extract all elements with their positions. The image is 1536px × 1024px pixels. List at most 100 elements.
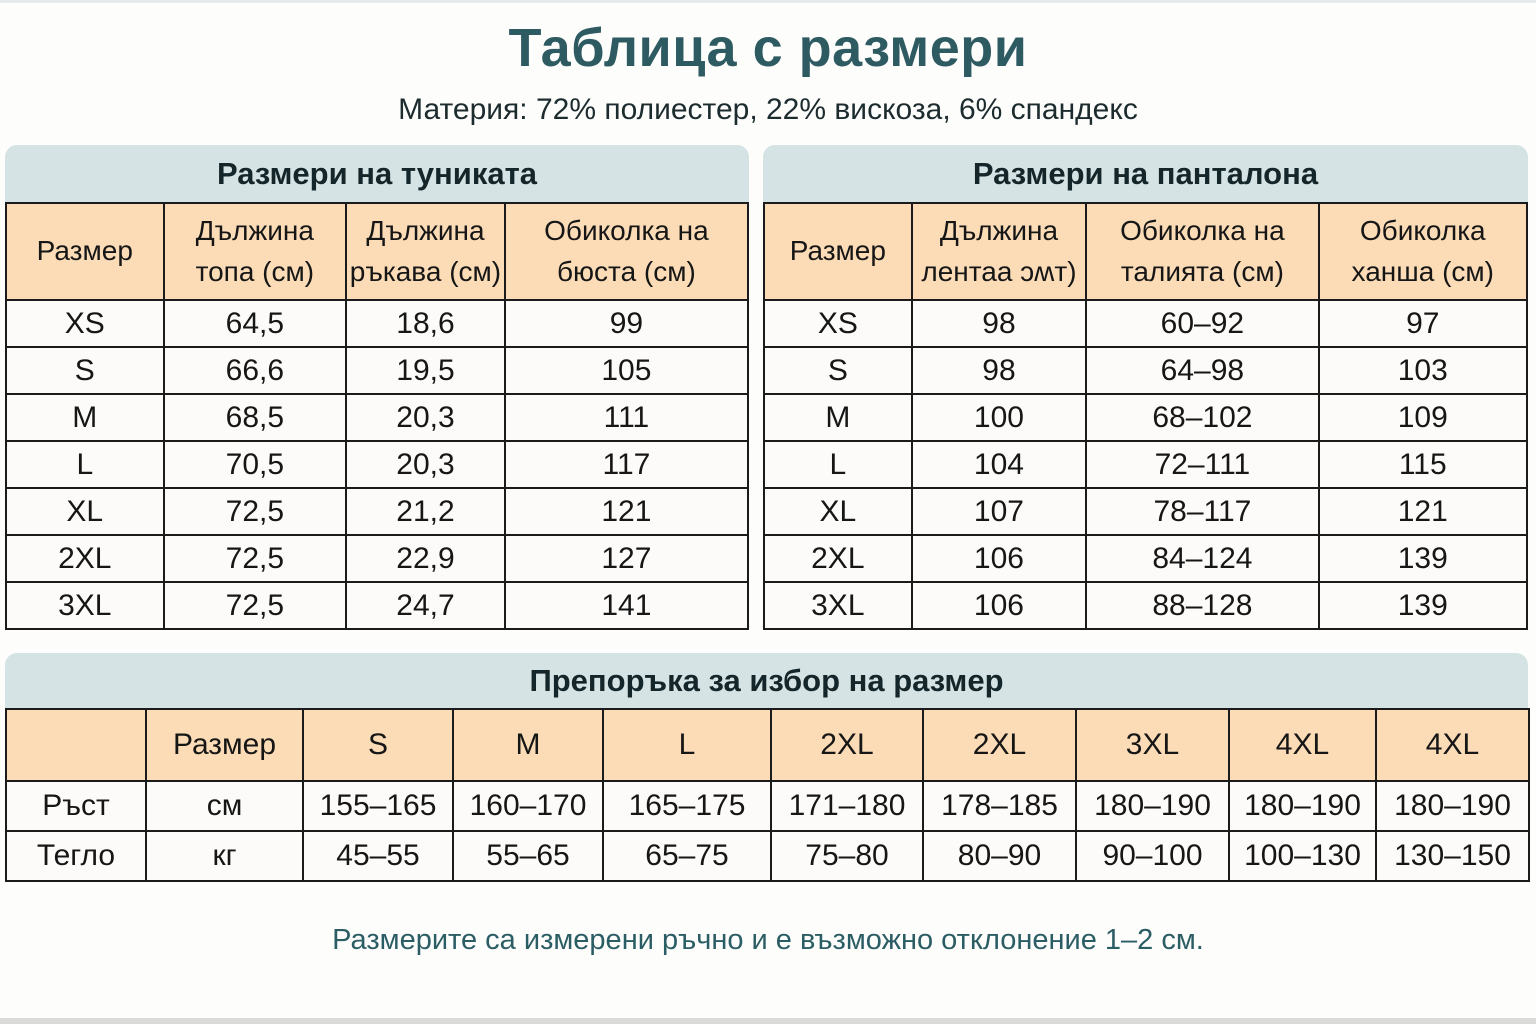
table-row: XL 72,5 21,2 121 [5,487,750,536]
pants-col-hips: Обиколка ханша (см) [1317,202,1529,301]
tunic-header-row: Размер Дължина топа (см) Дължина ръкава (с… [5,202,750,301]
size-cell: XS [5,299,165,348]
value-cell: 72,5 [162,581,348,630]
size-col-L: L [602,708,772,782]
value-cell: 180–190 [1228,780,1377,832]
value-cell: 84–124 [1085,534,1320,583]
value-cell: 160–170 [452,780,604,832]
value-cell: 64,5 [162,299,348,348]
value-cell: 19,5 [345,346,506,395]
size-col-M: M [452,708,604,782]
value-cell: 107 [910,487,1088,536]
value-cell: 171–180 [770,780,924,832]
value-cell: 65–75 [602,830,772,882]
value-cell: 60–92 [1085,299,1320,348]
material-subtitle: Материя: 72% полиестер, 22% вискоза, 6% … [398,93,1138,126]
size-cell: M [763,393,913,442]
empty-corner-cell [5,708,147,782]
size-col-S: S [302,708,454,782]
value-cell: 80–90 [922,830,1077,882]
value-cell: 20,3 [345,440,506,489]
value-cell: 121 [503,487,750,536]
value-cell: 20,3 [345,393,506,442]
value-cell: 103 [1317,346,1529,395]
value-cell: 139 [1317,534,1529,583]
value-cell: 72–111 [1085,440,1320,489]
value-cell: 90–100 [1075,830,1230,882]
value-cell: 109 [1317,393,1529,442]
value-cell: 68,5 [162,393,348,442]
value-cell: 98 [910,346,1088,395]
size-cell: 2XL [5,534,165,583]
value-cell: 72,5 [162,487,348,536]
value-cell: 106 [910,581,1088,630]
tunic-col-sleeve-length: Дължина ръкава (см) [345,202,506,301]
value-cell: 139 [1317,581,1529,630]
page-title: Таблица с размери [508,18,1028,78]
size-col-3XL: 3XL [1075,708,1230,782]
value-cell: 165–175 [602,780,772,832]
size-cell: S [763,346,913,395]
unit-cell: кг [145,830,304,882]
table-row: 3XL 106 88–128 139 [763,581,1529,630]
measurement-footnote: Размерите са измерени ръчно и е възможно… [332,924,1204,956]
value-cell: 180–190 [1075,780,1230,832]
tunic-panel: Размери на туниката Размер Дължина топа (… [5,145,750,630]
value-cell: 78–117 [1085,487,1320,536]
table-row: L 104 72–111 115 [763,440,1529,489]
value-cell: 75–80 [770,830,924,882]
value-cell: 22,9 [345,534,506,583]
table-row: M 68,5 20,3 111 [5,393,750,442]
recommendation-header-row: Размер S M L 2XL 2XL 3XL 4XL 4XL [5,708,1530,782]
table-row: XL 107 78–117 121 [763,487,1529,536]
size-cell: 3XL [5,581,165,630]
size-cell: XL [763,487,913,536]
value-cell: 117 [503,440,750,489]
pants-col-waist: Обиколка на талията (см) [1085,202,1320,301]
tunic-col-top-length: Дължина топа (см) [162,202,348,301]
value-cell: 24,7 [345,581,506,630]
value-cell: 68–102 [1085,393,1320,442]
value-cell: 178–185 [922,780,1077,832]
size-cell: 3XL [763,581,913,630]
row-label: Тегло [5,830,147,882]
size-label-cell: Размер [145,708,304,782]
value-cell: 155–165 [302,780,454,832]
value-cell: 141 [503,581,750,630]
tunic-col-size: Размер [5,202,165,301]
value-cell: 70,5 [162,440,348,489]
value-cell: 18,6 [345,299,506,348]
pants-col-size: Размер [763,202,913,301]
value-cell: 130–150 [1375,830,1530,882]
size-col-2XL: 2XL [770,708,924,782]
value-cell: 100–130 [1228,830,1377,882]
size-cell: M [5,393,165,442]
size-col-4XL: 4XL [1228,708,1377,782]
weight-row: Тегло кг 45–55 55–65 65–75 75–80 80–90 9… [5,830,1530,882]
value-cell: 45–55 [302,830,454,882]
height-row: Ръст см 155–165 160–170 165–175 171–180 … [5,780,1530,832]
table-row: S 66,6 19,5 105 [5,346,750,395]
size-cell: L [5,440,165,489]
table-row: XS 98 60–92 97 [763,299,1529,348]
value-cell: 115 [1317,440,1529,489]
value-cell: 97 [1317,299,1529,348]
size-cell: 2XL [763,534,913,583]
value-cell: 72,5 [162,534,348,583]
pants-table: Размер Дължина лентаа ɔʍт) Обиколка на тал… [763,202,1529,630]
size-col-4XL: 4XL [1375,708,1530,782]
table-row: 2XL 106 84–124 139 [763,534,1529,583]
value-cell: 99 [503,299,750,348]
value-cell: 121 [1317,487,1529,536]
size-tables-row: Размери на туниката Размер Дължина топа (… [5,145,1536,630]
table-row: M 100 68–102 109 [763,393,1529,442]
size-col-2XL: 2XL [922,708,1077,782]
value-cell: 64–98 [1085,346,1320,395]
tunic-table-title: Размери на туниката [5,145,749,202]
pants-header-row: Размер Дължина лентаа ɔʍт) Обиколка на тал… [763,202,1529,301]
value-cell: 105 [503,346,750,395]
pants-col-length: Дължина лентаа ɔʍт) [910,202,1088,301]
pants-table-title: Размери на панталона [763,145,1528,202]
value-cell: 111 [503,393,750,442]
size-cell: XL [5,487,165,536]
